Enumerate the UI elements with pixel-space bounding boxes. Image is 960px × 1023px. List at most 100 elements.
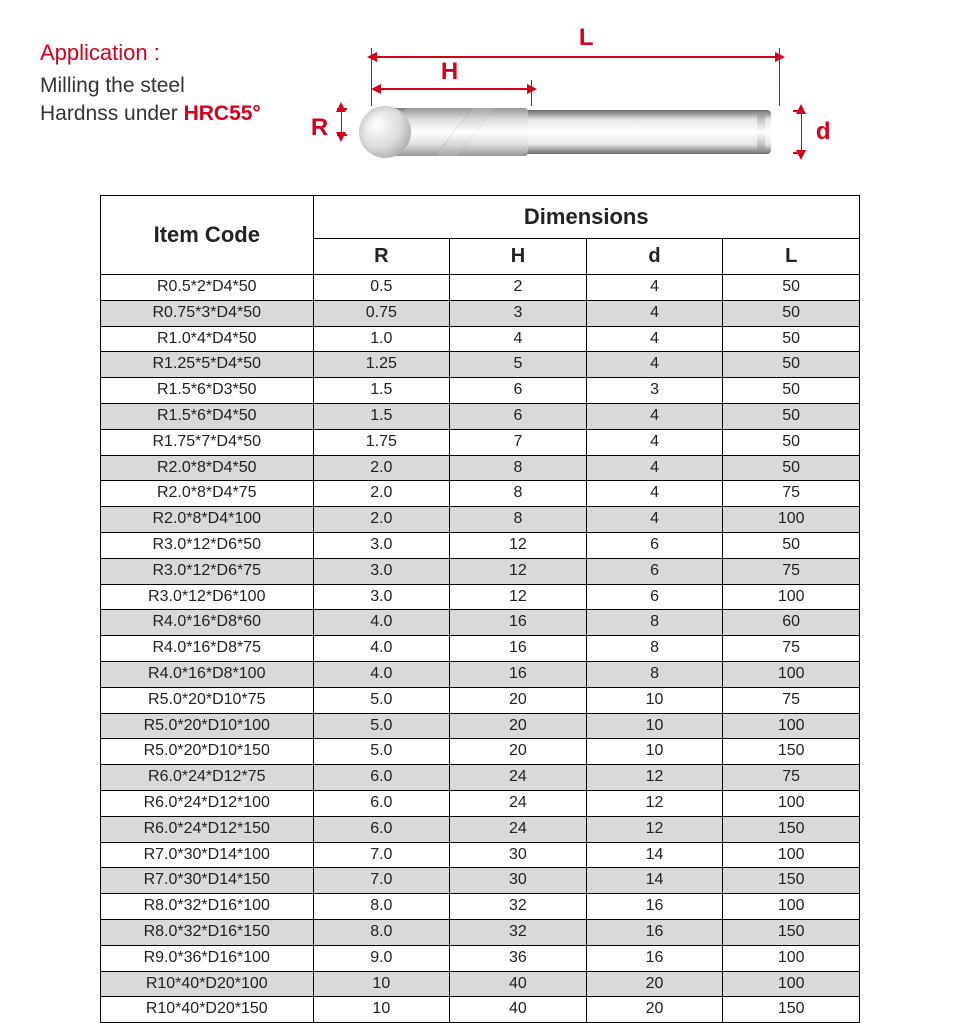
dimensions-table-wrap: Item Code Dimensions R H d L R0.5*2*D4*5… [100, 195, 860, 1023]
col-item-code: Item Code [101, 196, 314, 275]
table-row: R8.0*32*D16*1508.03216150 [101, 919, 860, 945]
cell-L: 150 [723, 816, 860, 842]
cell-L: 75 [723, 481, 860, 507]
cell-H: 2 [450, 275, 587, 301]
cell-R: 3.0 [313, 584, 450, 610]
cell-H: 40 [450, 971, 587, 997]
tool-shank [521, 110, 771, 154]
table-row: R4.0*16*D8*1004.0168100 [101, 661, 860, 687]
cell-L: 100 [723, 507, 860, 533]
cell-L: 50 [723, 300, 860, 326]
cell-L: 150 [723, 997, 860, 1023]
cell-d: 10 [586, 687, 723, 713]
cell-H: 12 [450, 532, 587, 558]
table-row: R0.75*3*D4*500.753450 [101, 300, 860, 326]
cell-H: 16 [450, 636, 587, 662]
cell-L: 50 [723, 455, 860, 481]
cell-item-code: R2.0*8*D4*50 [101, 455, 314, 481]
cell-item-code: R1.5*6*D4*50 [101, 403, 314, 429]
cell-L: 150 [723, 919, 860, 945]
cell-H: 12 [450, 558, 587, 584]
cell-d: 4 [586, 326, 723, 352]
cell-d: 4 [586, 352, 723, 378]
cell-R: 6.0 [313, 765, 450, 791]
table-row: R10*40*D20*100104020100 [101, 971, 860, 997]
cell-R: 9.0 [313, 945, 450, 971]
cell-R: 6.0 [313, 790, 450, 816]
table-row: R0.5*2*D4*500.52450 [101, 275, 860, 301]
cell-L: 50 [723, 378, 860, 404]
cell-H: 12 [450, 584, 587, 610]
cell-item-code: R4.0*16*D8*100 [101, 661, 314, 687]
cell-item-code: R3.0*12*D6*50 [101, 532, 314, 558]
table-row: R10*40*D20*150104020150 [101, 997, 860, 1023]
cell-d: 20 [586, 997, 723, 1023]
dim-tick [337, 108, 347, 110]
cell-item-code: R5.0*20*D10*150 [101, 739, 314, 765]
cell-item-code: R6.0*24*D12*75 [101, 765, 314, 791]
table-row: R9.0*36*D16*1009.03616100 [101, 945, 860, 971]
cell-L: 100 [723, 971, 860, 997]
dim-tick [371, 48, 373, 106]
cell-H: 24 [450, 816, 587, 842]
cell-item-code: R10*40*D20*100 [101, 971, 314, 997]
table-row: R8.0*32*D16*1008.03216100 [101, 894, 860, 920]
cell-H: 32 [450, 919, 587, 945]
cell-R: 4.0 [313, 636, 450, 662]
cell-d: 4 [586, 481, 723, 507]
cell-H: 8 [450, 455, 587, 481]
cell-H: 20 [450, 713, 587, 739]
cell-L: 100 [723, 842, 860, 868]
cell-d: 4 [586, 403, 723, 429]
cell-L: 50 [723, 275, 860, 301]
application-text: Application : Milling the steel Hardnss … [40, 30, 261, 129]
application-title: Application : [40, 40, 261, 66]
cell-d: 12 [586, 765, 723, 791]
cell-H: 4 [450, 326, 587, 352]
dim-label-d: d [816, 118, 831, 146]
cell-item-code: R8.0*32*D16*150 [101, 919, 314, 945]
table-row: R3.0*12*D6*753.012675 [101, 558, 860, 584]
cell-d: 12 [586, 790, 723, 816]
cell-item-code: R7.0*30*D14*100 [101, 842, 314, 868]
cell-H: 36 [450, 945, 587, 971]
application-line1: Milling the steel [40, 74, 185, 97]
cell-item-code: R3.0*12*D6*100 [101, 584, 314, 610]
cell-H: 30 [450, 842, 587, 868]
cell-H: 24 [450, 790, 587, 816]
cell-R: 7.0 [313, 842, 450, 868]
col-d: d [586, 239, 723, 275]
cell-item-code: R2.0*8*D4*100 [101, 507, 314, 533]
dim-tick [779, 48, 781, 106]
cell-L: 150 [723, 739, 860, 765]
cell-H: 7 [450, 429, 587, 455]
cell-L: 75 [723, 558, 860, 584]
cell-L: 75 [723, 765, 860, 791]
cell-R: 3.0 [313, 558, 450, 584]
cell-d: 10 [586, 713, 723, 739]
cell-L: 100 [723, 945, 860, 971]
cell-H: 20 [450, 739, 587, 765]
cell-L: 100 [723, 790, 860, 816]
cell-d: 3 [586, 378, 723, 404]
cell-R: 7.0 [313, 868, 450, 894]
cell-H: 6 [450, 403, 587, 429]
cell-R: 2.0 [313, 481, 450, 507]
cell-R: 4.0 [313, 661, 450, 687]
table-row: R6.0*24*D12*1006.02412100 [101, 790, 860, 816]
header: Application : Milling the steel Hardnss … [40, 30, 920, 170]
table-row: R1.75*7*D4*501.757450 [101, 429, 860, 455]
col-H: H [450, 239, 587, 275]
cell-H: 30 [450, 868, 587, 894]
cell-d: 14 [586, 842, 723, 868]
cell-item-code: R1.25*5*D4*50 [101, 352, 314, 378]
table-row: R3.0*12*D6*503.012650 [101, 532, 860, 558]
cell-R: 2.0 [313, 507, 450, 533]
table-row: R4.0*16*D8*604.016860 [101, 610, 860, 636]
cell-item-code: R5.0*20*D10*100 [101, 713, 314, 739]
cell-R: 10 [313, 971, 450, 997]
cell-d: 8 [586, 610, 723, 636]
cell-item-code: R6.0*24*D12*100 [101, 790, 314, 816]
cell-H: 5 [450, 352, 587, 378]
tool-diagram: L H R d [301, 30, 920, 170]
